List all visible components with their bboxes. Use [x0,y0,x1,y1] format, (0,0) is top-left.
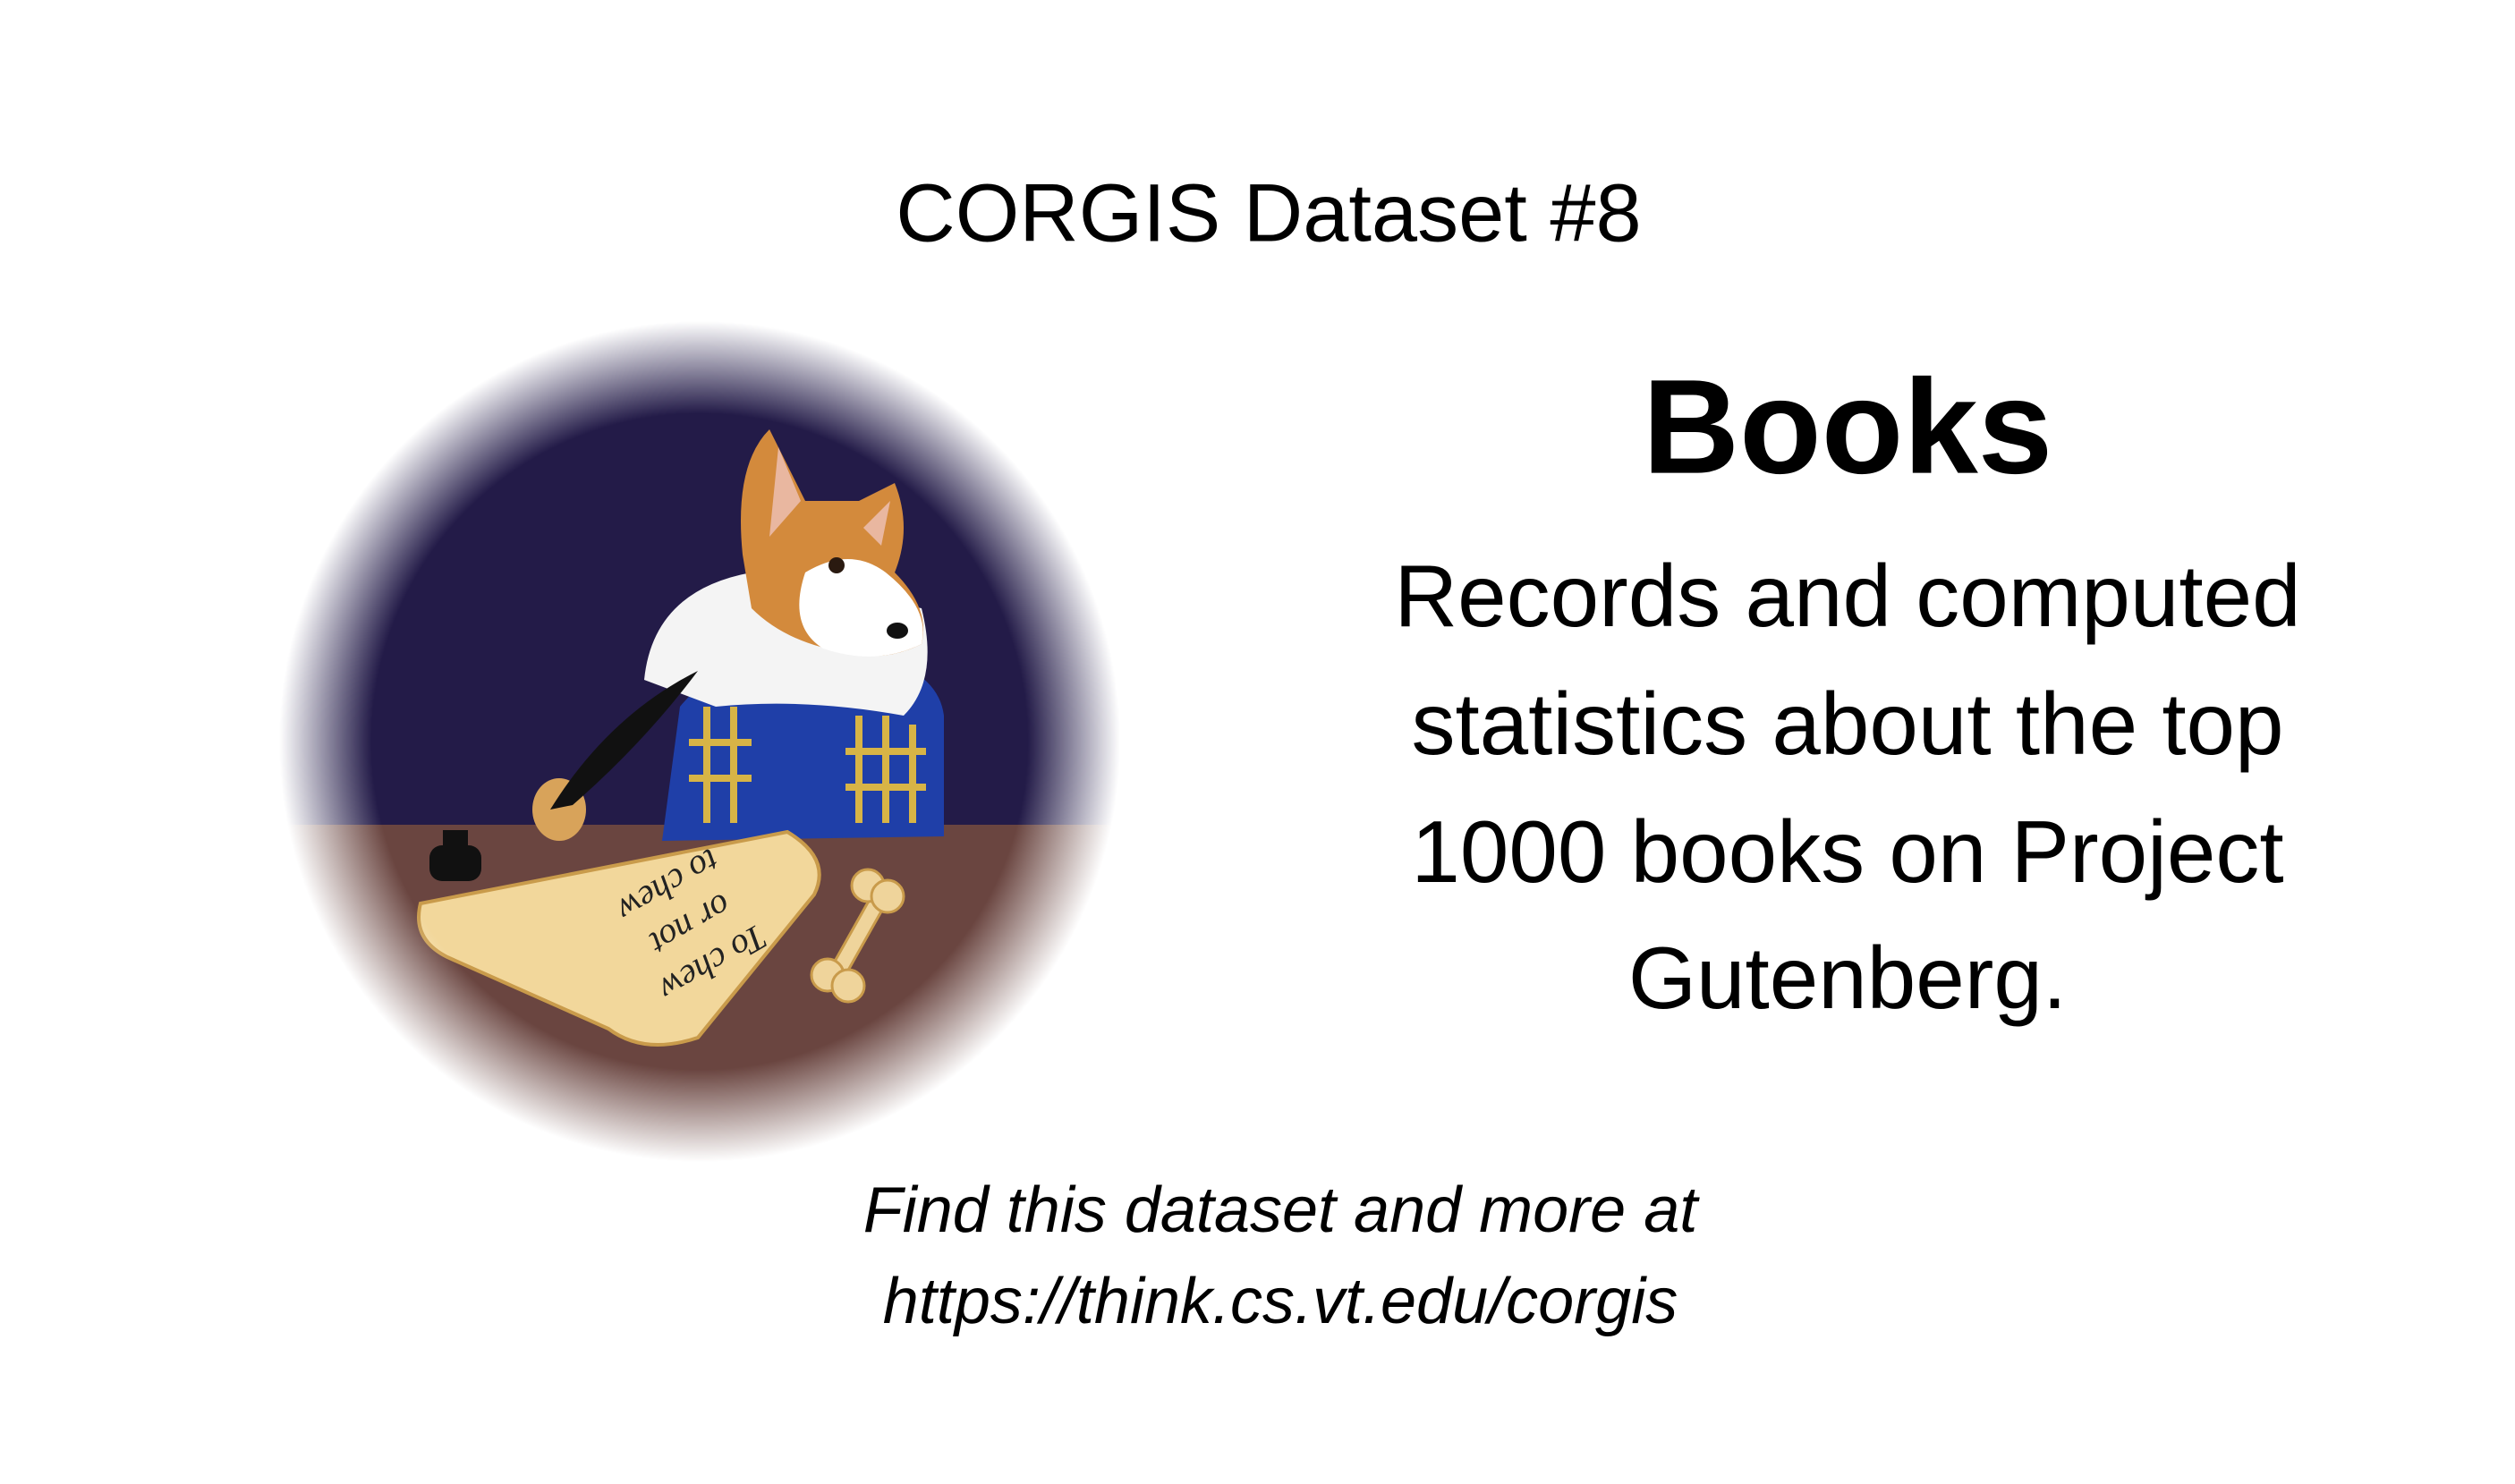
footer-line: Find this dataset and more at [863,1174,1701,1246]
description-line: Records and computed [1394,547,2300,645]
description-line: statistics about the top [1411,674,2283,773]
description-line: Gutenberg. [1628,929,2067,1027]
corgi-illustration: To chew or not to chew [278,320,1121,1163]
dataset-heading: CORGIS Dataset #8 [896,167,1641,259]
footer-link: https://think.cs.vt.edu/corgis [883,1266,1678,1337]
description-line: 1000 books on Project [1411,802,2283,901]
dataset-name: Books [1643,352,2052,502]
